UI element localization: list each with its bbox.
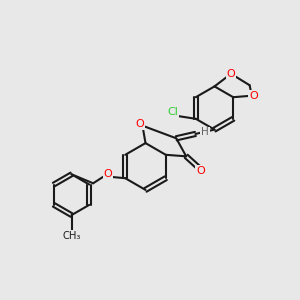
Text: H: H: [201, 128, 209, 137]
Text: O: O: [226, 69, 236, 79]
Text: O: O: [196, 166, 205, 176]
Text: CH₃: CH₃: [62, 231, 81, 241]
Text: O: O: [249, 91, 258, 101]
Text: O: O: [136, 119, 145, 129]
Text: Cl: Cl: [167, 107, 178, 117]
Text: O: O: [104, 169, 112, 179]
